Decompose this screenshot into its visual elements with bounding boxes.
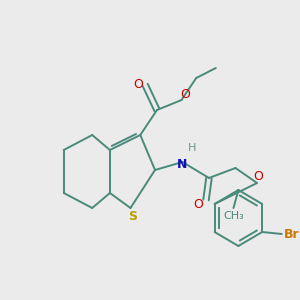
Text: O: O — [134, 79, 143, 92]
Text: Br: Br — [284, 227, 299, 241]
Text: CH₃: CH₃ — [223, 211, 244, 221]
Text: O: O — [181, 88, 190, 101]
Text: H: H — [188, 143, 196, 153]
Text: O: O — [253, 169, 263, 182]
Text: O: O — [193, 199, 203, 212]
Text: S: S — [128, 209, 137, 223]
Text: N: N — [177, 158, 188, 170]
